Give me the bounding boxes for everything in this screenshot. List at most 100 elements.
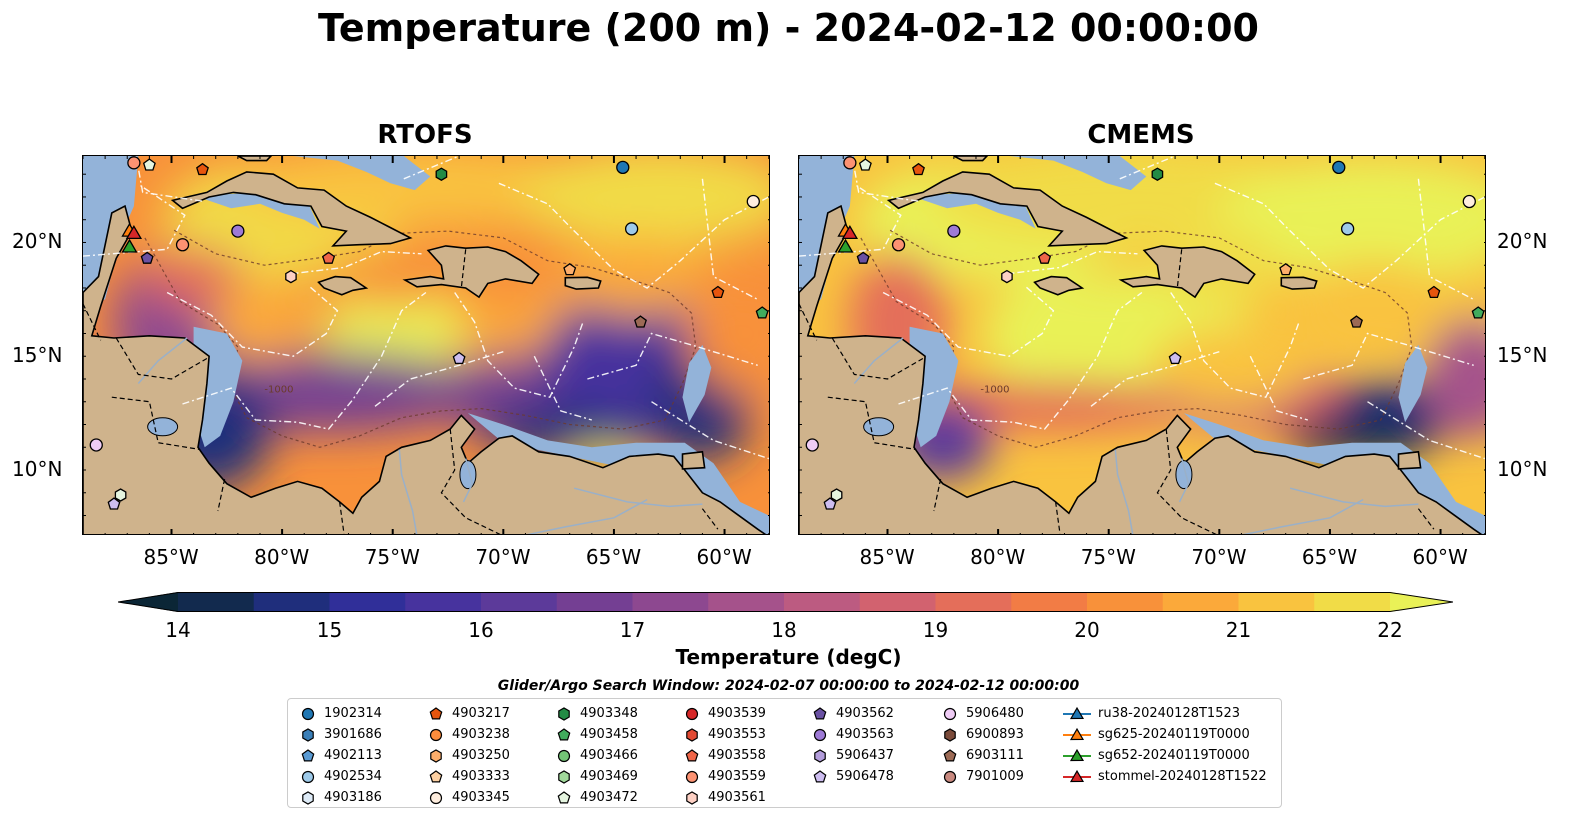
- argo-marker-icon: [301, 707, 315, 720]
- figure-title: Temperature (200 m) - 2024-02-12 00:00:0…: [317, 6, 1259, 50]
- legend-item: 4903558: [682, 745, 766, 766]
- argo-float-marker: [1151, 167, 1164, 181]
- argo-float-marker: [435, 167, 448, 181]
- glider-track-icon: [1063, 727, 1091, 740]
- argo-marker-icon: [429, 728, 443, 741]
- legend-label: sg625-20240119T0000: [1098, 727, 1250, 742]
- argo-float-marker: [843, 156, 857, 170]
- argo-float-marker: [1038, 251, 1052, 264]
- argo-marker-icon: [686, 727, 698, 742]
- argo-float-marker: [1462, 194, 1476, 209]
- rtofs-temperature-map[interactable]: -1000: [82, 155, 770, 535]
- glider-marker: [125, 225, 143, 240]
- argo-float-marker: [891, 238, 906, 252]
- argo-marker-icon: [558, 706, 570, 721]
- legend-label: 4903559: [708, 769, 766, 784]
- legend-label: 4903561: [708, 790, 766, 805]
- argo-float-marker: [1471, 306, 1485, 319]
- legend-label: 4903558: [708, 748, 766, 763]
- legend-label: 4903333: [452, 769, 510, 784]
- argo-float-marker: [830, 488, 843, 502]
- legend-item: 5906480: [940, 703, 1024, 724]
- latitude-tick-label-left: 10°N: [12, 457, 63, 481]
- colorbar-tick-label: 22: [1377, 618, 1403, 642]
- cmems-temperature-map[interactable]: -1000: [798, 155, 1486, 535]
- legend-column: 4903217 4903238 4903250 4903333 4903345: [426, 703, 510, 808]
- argo-marker-icon: [943, 707, 957, 720]
- legend-label: 4903466: [580, 748, 638, 763]
- argo-float-marker: [746, 194, 760, 209]
- legend-label: 5906480: [966, 706, 1024, 721]
- argo-float-marker: [1168, 351, 1182, 365]
- argo-float-marker: [1332, 160, 1346, 175]
- glider-marker: [121, 238, 138, 253]
- glider-track-icon: [1063, 706, 1091, 719]
- legend-label: 4903348: [580, 706, 638, 721]
- latitude-tick-label-right: 15°N: [1497, 343, 1548, 368]
- argo-marker-icon: [301, 770, 315, 783]
- colorbar-tick-label: 19: [922, 618, 949, 642]
- glider-marker: [837, 238, 854, 253]
- legend-item: 5906437: [810, 745, 894, 766]
- argo-float-marker: [947, 224, 961, 238]
- argo-float-marker: [142, 158, 156, 171]
- argo-float-marker: [711, 285, 725, 299]
- temperature-colorbar: [118, 592, 1453, 612]
- argo-float-marker: [1340, 222, 1355, 236]
- legend-item: 3901686: [298, 724, 382, 745]
- longitude-tick-label: 75°W: [1080, 545, 1136, 569]
- legend-item: 4903217: [426, 703, 510, 724]
- legend-label: 4903539: [708, 706, 766, 721]
- colorbar-tick-label: 16: [468, 618, 494, 642]
- longitude-tick-label: 75°W: [364, 545, 420, 569]
- argo-marker-icon: [429, 706, 443, 719]
- legend-label: 4903217: [452, 706, 510, 721]
- longitude-tick-label: 65°W: [585, 545, 642, 569]
- legend-item: 1902314: [298, 703, 382, 724]
- argo-marker-icon: [301, 748, 315, 761]
- legend-item: 5906478: [810, 766, 894, 787]
- legend-column: 1902314 3901686 4902113 4902534 4903186: [298, 703, 382, 808]
- longitude-tick-label: 85°W: [143, 545, 199, 569]
- legend-label: 4903458: [580, 727, 638, 742]
- argo-float-marker: [563, 262, 577, 276]
- longitude-tick-label: 80°W: [970, 545, 1026, 569]
- argo-marker-icon: [813, 728, 827, 741]
- argo-marker-icon: [813, 706, 827, 719]
- longitude-tick-label: 70°W: [475, 545, 531, 569]
- legend-item: 4903561: [682, 787, 766, 808]
- platform-legend: 1902314 3901686 4902113 4902534 4903186 49032…: [287, 698, 1282, 808]
- legend-item: 4902113: [298, 745, 382, 766]
- legend-item: 4903562: [810, 703, 894, 724]
- colorbar-tick-label: 17: [619, 618, 646, 642]
- legend-label: 4903238: [452, 727, 510, 742]
- argo-float-marker: [127, 156, 141, 170]
- legend-label: 5906437: [836, 748, 894, 763]
- legend-column: ru38-20240128T1523 sg625-20240119T0000 sg6…: [1062, 703, 1267, 787]
- legend-label: 4903345: [452, 790, 510, 805]
- argo-marker-icon: [429, 769, 443, 782]
- legend-label: stommel-20240128T1522: [1098, 769, 1267, 784]
- longitude-tick-label: 60°W: [696, 545, 752, 569]
- argo-marker-icon: [943, 770, 957, 783]
- contour-depth-label: -1000: [980, 385, 1009, 396]
- legend-item: 4903345: [426, 787, 510, 808]
- argo-marker-icon: [557, 749, 571, 762]
- argo-float-marker: [89, 438, 103, 452]
- latitude-tick-label-right: 20°N: [1497, 229, 1548, 254]
- legend-label: 4903562: [836, 706, 894, 721]
- cmems-map-canvas: -1000: [799, 156, 1485, 534]
- legend-item: 6903111: [940, 745, 1024, 766]
- argo-float-marker: [624, 222, 639, 236]
- glider-track-icon: [1063, 748, 1091, 761]
- argo-float-marker: [114, 488, 127, 502]
- legend-column: 5906480 6900893 6903111 7901009: [940, 703, 1024, 787]
- argo-marker-icon: [814, 748, 826, 763]
- argo-float-marker: [634, 315, 647, 328]
- argo-float-marker: [285, 269, 297, 284]
- argo-marker-icon: [944, 727, 956, 742]
- argo-marker-icon: [685, 748, 699, 761]
- argo-marker-icon: [685, 707, 699, 720]
- argo-float-marker: [1427, 285, 1441, 299]
- legend-label: 1902314: [324, 706, 382, 721]
